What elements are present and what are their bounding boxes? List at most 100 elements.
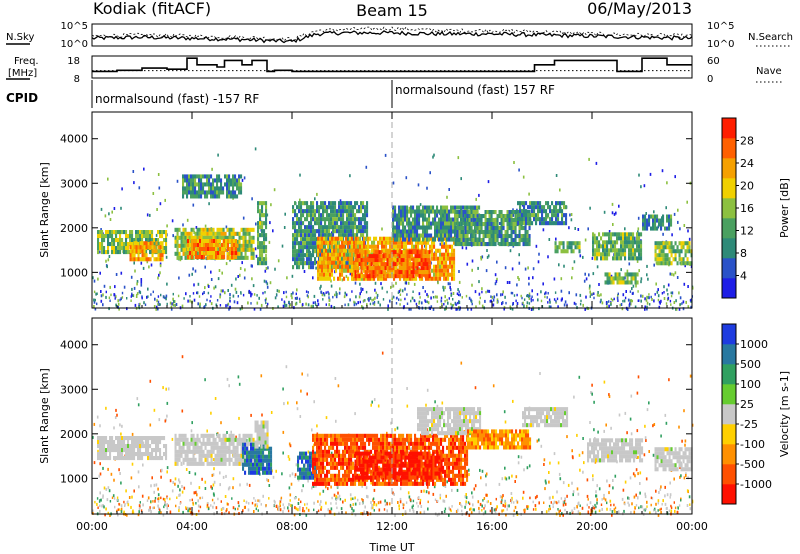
power-near-range-speckle [322, 298, 324, 301]
power-echo-cell [232, 178, 235, 183]
power-echo-cell [557, 213, 560, 218]
power-echo-cell [223, 247, 226, 252]
power-echo-cell [319, 236, 322, 241]
power-echo-cell [476, 205, 479, 210]
power-echo-cell [498, 210, 501, 215]
power-speckle [509, 305, 512, 309]
power-echo-cell [226, 174, 229, 179]
power-echo-cell [292, 249, 295, 254]
power-echo-cell [680, 245, 683, 250]
vel-speckle [644, 508, 646, 512]
power-echo-cell [340, 201, 343, 206]
power-echo-cell [592, 248, 595, 253]
power-echo-cell [194, 194, 197, 199]
power-speckle [229, 293, 231, 296]
power-echo-cell [356, 225, 359, 230]
vel-speckle [448, 506, 450, 510]
power-echo-cell [652, 218, 655, 223]
power-echo-cell [225, 239, 228, 244]
power-echo-cell [470, 242, 473, 247]
power-echo-cell [414, 237, 417, 242]
power-echo-cell [411, 276, 414, 281]
power-echo-cell [157, 245, 160, 250]
power-echo-cell [638, 248, 641, 253]
power-echo-cell [445, 276, 448, 281]
power-echo-cell [417, 244, 420, 249]
vel-speckle [434, 400, 436, 404]
power-echo-cell [522, 226, 525, 231]
power-echo-cell [445, 260, 448, 265]
power-echo-cell [676, 245, 679, 250]
power-echo-cell [420, 274, 423, 279]
power-echo-cell [382, 254, 385, 259]
power-near-range-speckle [441, 303, 443, 306]
power-echo-cell [385, 256, 388, 261]
power-echo-cell [386, 266, 389, 271]
power-echo-cell [376, 250, 379, 255]
power-echo-cell [413, 276, 416, 281]
power-echo-cell [406, 209, 409, 214]
power-echo-cell [506, 242, 509, 247]
power-echo-cell [296, 253, 299, 258]
power-echo-cell [517, 213, 520, 218]
power-echo-cell [404, 254, 407, 259]
power-speckle [239, 273, 241, 277]
power-echo-cell [462, 238, 465, 243]
power-colorbar-tick-label: 24 [740, 157, 754, 170]
power-speckle [243, 176, 246, 180]
power-echo-cell [198, 182, 201, 187]
power-speckle [173, 300, 175, 303]
power-echo-cell [494, 222, 497, 227]
power-speckle [449, 286, 451, 289]
power-echo-cell [412, 205, 415, 210]
power-echo-cell [358, 205, 361, 210]
power-echo-cell [187, 239, 190, 244]
power-echo-cell [298, 245, 301, 250]
power-echo-cell [252, 247, 255, 252]
power-echo-cell [157, 230, 160, 235]
power-speckle [299, 300, 301, 304]
power-echo-cell [618, 252, 621, 257]
power-echo-cell [652, 226, 655, 231]
power-echo-cell [494, 226, 497, 231]
power-speckle [651, 298, 653, 301]
power-echo-cell [143, 257, 146, 262]
vel-speckle [370, 481, 372, 485]
vel-speckle [399, 500, 402, 504]
power-echo-cell [298, 217, 301, 222]
power-echo-cell [375, 244, 378, 249]
power-echo-cell [259, 221, 262, 226]
power-speckle [366, 303, 368, 307]
power-echo-cell [449, 256, 452, 261]
power-near-range-speckle [667, 293, 669, 296]
power-echo-cell [468, 230, 471, 235]
power-speckle [405, 176, 408, 180]
vel-speckle [342, 500, 344, 504]
power-echo-cell [340, 229, 343, 234]
power-speckle [452, 292, 455, 295]
power-echo-cell [624, 252, 627, 257]
power-speckle [563, 303, 566, 307]
power-echo-region [129, 241, 164, 262]
power-near-range-speckle [344, 303, 346, 307]
vel-speckle [688, 495, 691, 499]
power-echo-cell [565, 221, 568, 226]
power-speckle [649, 172, 652, 176]
power-near-range-speckle [432, 296, 435, 299]
power-echo-cell [543, 209, 546, 214]
power-echo-cell [351, 236, 354, 241]
power-echo-cell [329, 256, 332, 261]
power-echo-cell [244, 255, 247, 260]
vel-speckle [350, 497, 352, 501]
power-echo-cell [324, 221, 327, 226]
power-echo-cell [431, 268, 434, 273]
power-near-range-speckle [294, 297, 297, 300]
power-near-range-speckle [399, 293, 402, 296]
power-speckle [276, 289, 279, 293]
power-echo-cell [145, 234, 148, 239]
freq-right-tick-top: 60 [707, 56, 720, 67]
power-echo-cell [230, 231, 233, 236]
power-echo-cell [210, 174, 213, 179]
power-echo-cell [231, 247, 234, 252]
power-echo-cell [527, 221, 530, 226]
